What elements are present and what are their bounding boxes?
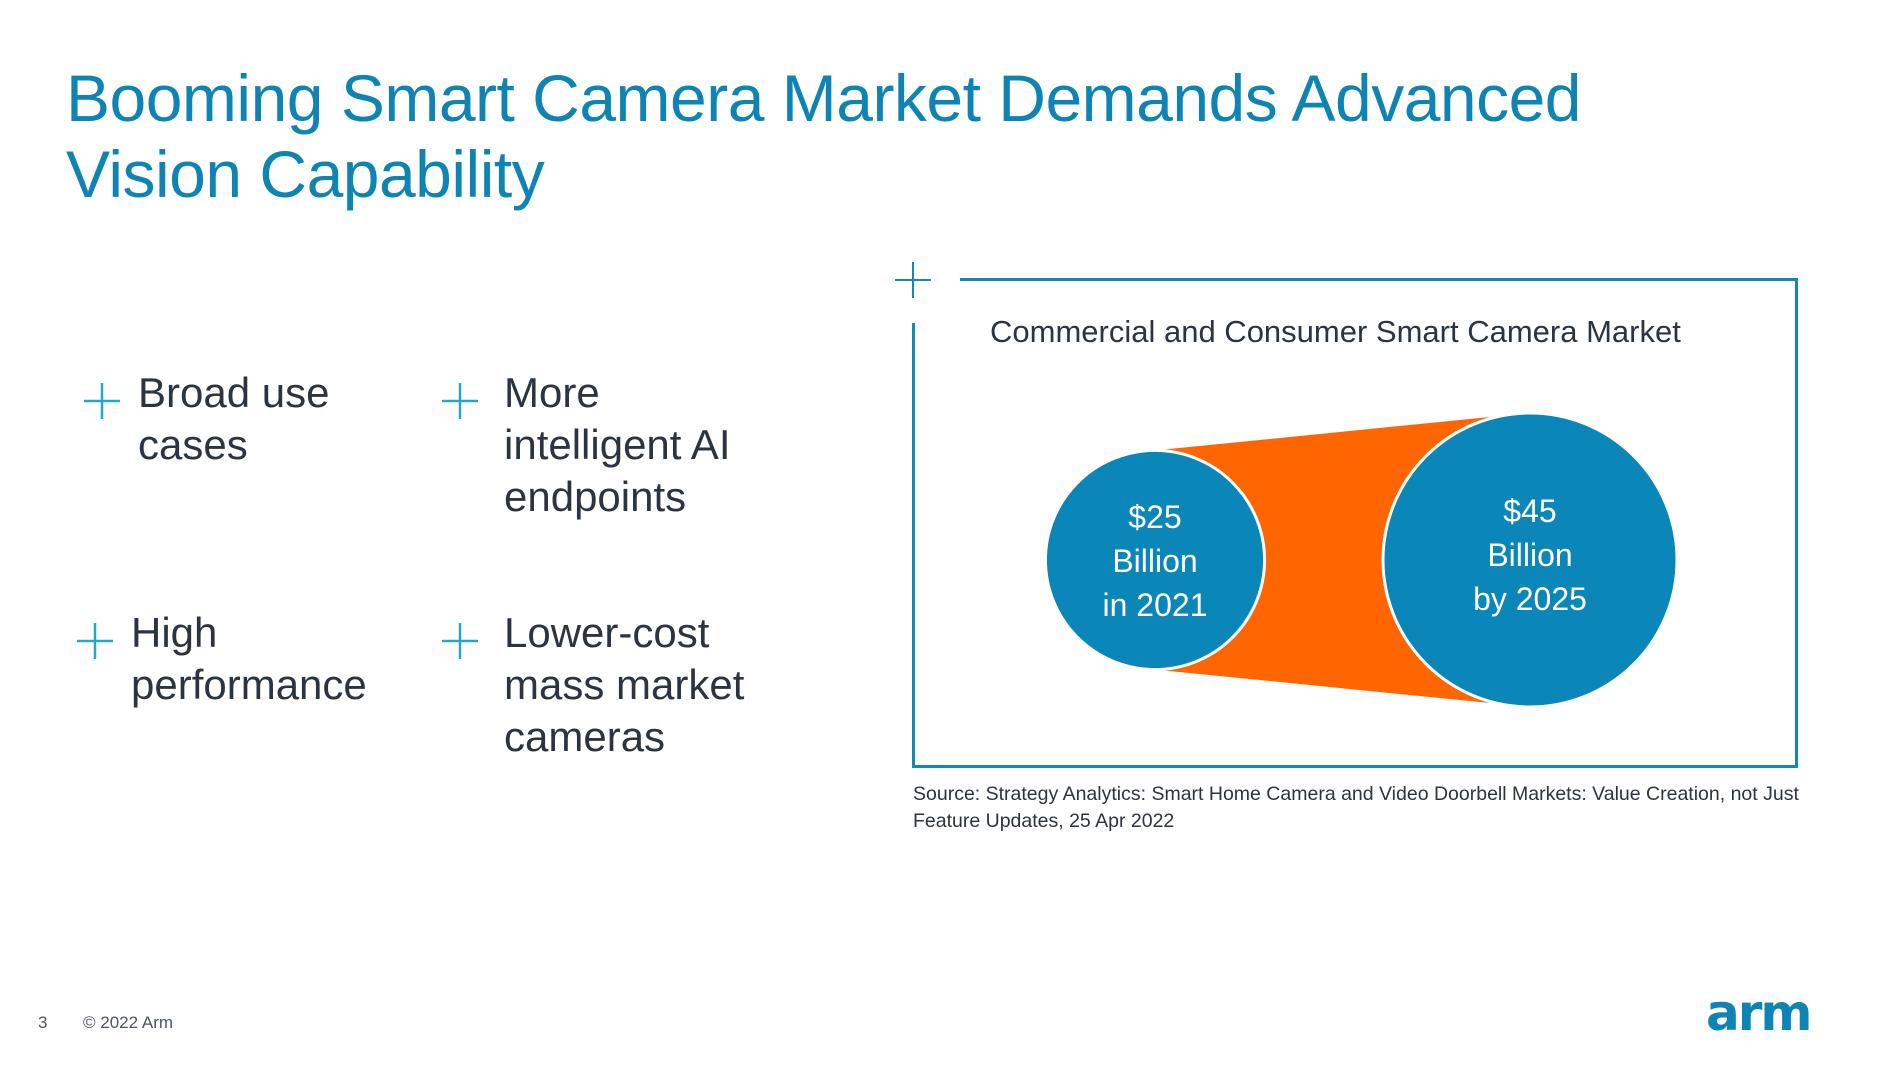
bullet-lower-cost-cameras: Lower-cost mass market cameras [442, 607, 744, 763]
bullet-line: Lower-cost [504, 609, 710, 656]
bullet-text: Broad use cases [138, 367, 329, 471]
bullet-line: cases [138, 421, 248, 468]
slide-title: Booming Smart Camera Market Demands Adva… [66, 60, 1626, 212]
chart-frame-top [960, 278, 1798, 281]
page-number: 3 [38, 1013, 48, 1032]
plus-icon [77, 623, 113, 659]
bullet-text: High performance [131, 607, 367, 711]
plus-icon [84, 383, 120, 419]
chart-title: Commercial and Consumer Smart Camera Mar… [990, 314, 1681, 349]
copyright-notice: © 2022 Arm [83, 1013, 174, 1032]
bubble-2021 [1043, 448, 1267, 672]
bubble-2025-unit: Billion [1487, 537, 1572, 573]
market-bubble-chart: $25 Billion in 2021 $45 Billion by 2025 [1043, 411, 1679, 709]
bullet-high-performance: High performance [77, 607, 367, 711]
bullet-line: endpoints [504, 473, 687, 520]
bullet-more-intelligent-ai: More intelligent AI endpoints [442, 367, 731, 523]
bullet-line: High [131, 609, 218, 656]
plus-icon [442, 623, 478, 659]
bubble-2025 [1381, 411, 1679, 709]
bullet-line: cameras [504, 713, 666, 760]
bullet-text: Lower-cost mass market cameras [504, 607, 744, 763]
plus-icon [442, 383, 478, 419]
bullet-line: intelligent AI [504, 421, 731, 468]
bubble-2025-year: by 2025 [1473, 581, 1587, 617]
frame-corner-plus-icon [895, 262, 931, 298]
chart-frame-right [1795, 278, 1798, 768]
bubble-2025-value: $45 [1503, 493, 1556, 529]
bullet-broad-use-cases: Broad use cases [84, 367, 329, 471]
bullet-line: Broad use [138, 369, 330, 416]
bullet-line: More [504, 369, 600, 416]
bullet-text: More intelligent AI endpoints [504, 367, 731, 523]
chart-frame-left [912, 323, 915, 768]
arm-logo-text: arm [1706, 990, 1811, 1038]
chart-source-note: Source: Strategy Analytics: Smart Home C… [913, 783, 1799, 832]
bullet-line: mass market [504, 661, 745, 708]
arm-logo: arm [1706, 990, 1813, 1038]
slide-title-line-1: Booming Smart Camera Market Demands Adva… [66, 61, 1582, 135]
slide-title-line-2: Vision Capability [66, 137, 545, 211]
bullet-line: performance [131, 661, 367, 708]
bubble-2021-year: in 2021 [1103, 587, 1208, 623]
chart-frame-bottom [912, 765, 1798, 768]
bubble-2021-unit: Billion [1112, 543, 1197, 579]
bubble-2021-value: $25 [1128, 499, 1181, 535]
